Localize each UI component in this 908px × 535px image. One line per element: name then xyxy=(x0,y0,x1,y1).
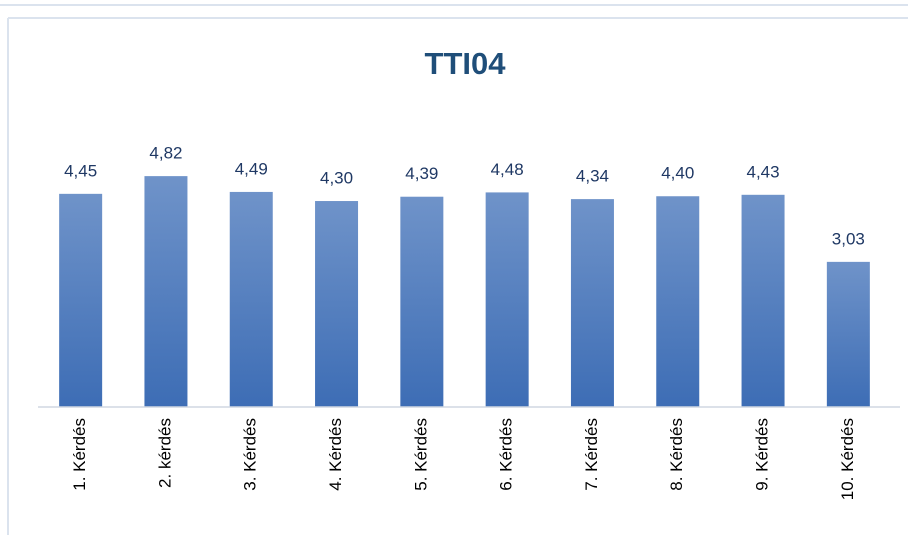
bar xyxy=(570,199,614,407)
value-label: 4,43 xyxy=(747,162,780,181)
bar xyxy=(485,192,529,407)
bar xyxy=(656,196,700,407)
value-label: 4,82 xyxy=(149,144,182,163)
x-tick-label: 4. Kérdés xyxy=(326,418,345,491)
value-label: 4,49 xyxy=(235,159,268,178)
x-tick-label: 6. Kérdés xyxy=(497,418,516,491)
x-tick-label: 7. Kérdés xyxy=(582,418,601,491)
value-label: 4,30 xyxy=(320,169,353,188)
value-label: 4,45 xyxy=(64,161,97,180)
x-tick-label: 9. Kérdés xyxy=(753,418,772,491)
x-tick-label: 10. Kérdés xyxy=(838,418,857,500)
value-label: 3,03 xyxy=(832,229,865,248)
value-label: 4,48 xyxy=(491,160,524,179)
bar xyxy=(741,194,785,407)
value-label: 4,40 xyxy=(661,164,694,183)
x-tick-label: 1. Kérdés xyxy=(70,418,89,491)
x-tick-label: 3. Kérdés xyxy=(241,418,260,491)
x-tick-label: 2. kérdés xyxy=(155,418,174,488)
bar xyxy=(400,196,444,407)
value-label: 4,34 xyxy=(576,167,609,186)
x-tick-label: 8. Kérdés xyxy=(667,418,686,491)
bar xyxy=(59,193,103,407)
bar xyxy=(826,261,870,407)
bar xyxy=(144,176,188,407)
x-tick-label: 5. Kérdés xyxy=(411,418,430,491)
value-label: 4,39 xyxy=(405,164,438,183)
bar xyxy=(229,191,273,407)
bar xyxy=(315,201,359,407)
chart-title: TTI04 xyxy=(425,46,507,81)
